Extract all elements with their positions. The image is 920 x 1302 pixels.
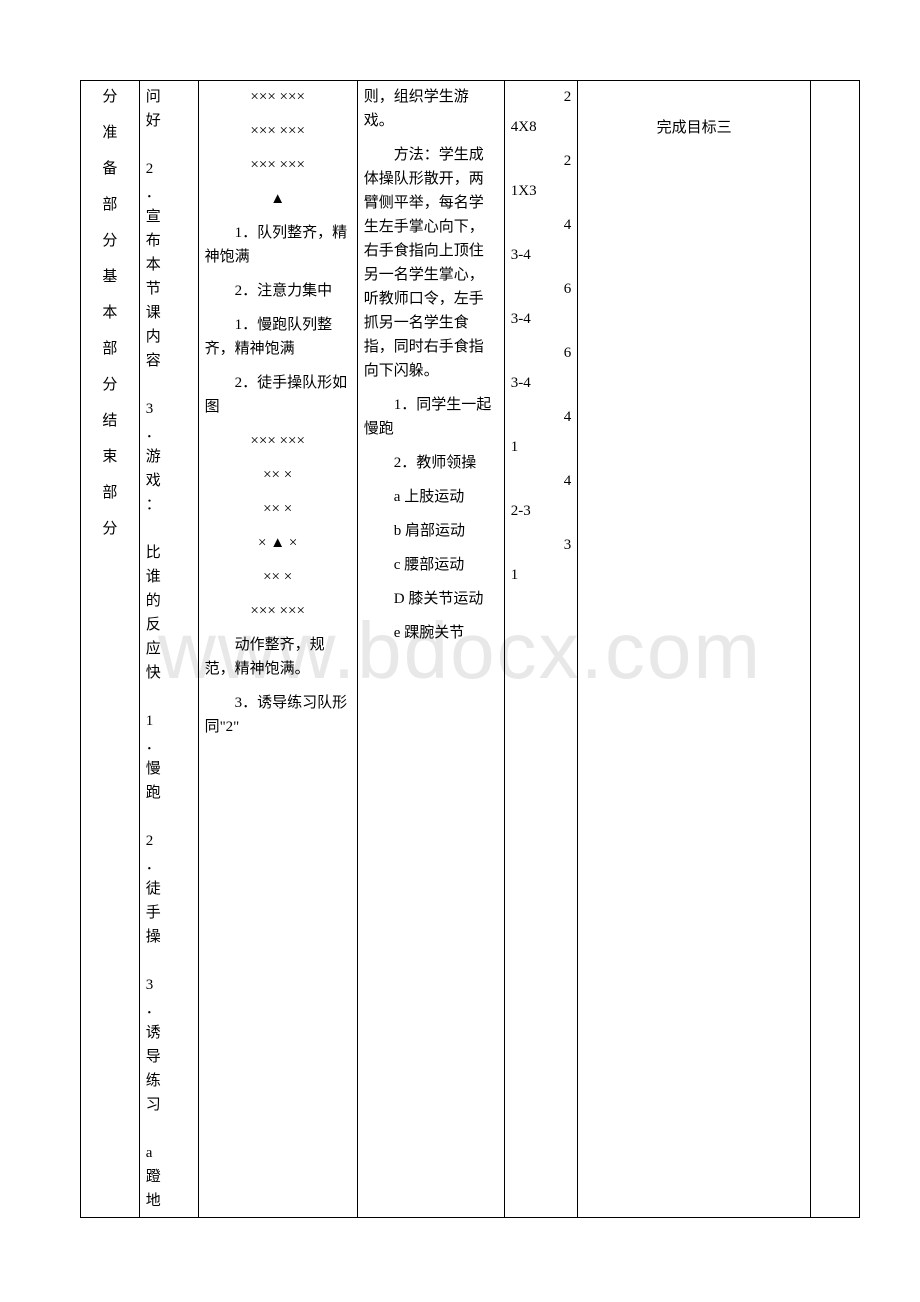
formation-row: ××× ××× xyxy=(205,599,351,623)
formation-row: ×× × xyxy=(205,497,351,521)
teacher-marker: ▲ xyxy=(205,187,351,211)
organization-column: ××× ××× ××× ××× ××× ××× ▲ 1．队列整齐，精神饱满 2．… xyxy=(198,81,357,1218)
requirement-item: 动作整齐，规范，精神饱满。 xyxy=(205,633,351,681)
lesson-plan-table: 分 准 备 部 分 基 本 部 分 结 束 部 分 问好 2．宣布本节课内容 3… xyxy=(80,80,860,1218)
method-text: 则，组织学生游戏。 xyxy=(364,85,498,133)
section-char: 本 xyxy=(87,301,133,325)
count-value: 1 xyxy=(511,563,571,587)
formation-row: ×× × xyxy=(205,565,351,589)
count-value: 2-3 xyxy=(511,499,571,523)
count-value: 3-4 xyxy=(511,307,571,331)
section-char: 部 xyxy=(87,193,133,217)
section-char: 基 xyxy=(87,265,133,289)
count-value: 2 xyxy=(511,149,571,173)
section-char: 分 xyxy=(87,373,133,397)
method-text: 方法：学生成体操队形散开，两臂侧平举，每名学生左手掌心向下，右手食指向上顶住另一… xyxy=(364,143,498,383)
count-value: 1 xyxy=(511,435,571,459)
exercise-item: c 腰部运动 xyxy=(364,553,498,577)
formation-row: × ▲ × xyxy=(205,531,351,555)
content-text: 问好 2．宣布本节课内容 3．游戏： 比谁的反应快 1．慢跑 2．徒手操 3．诱… xyxy=(146,85,192,1213)
count-value: 2 xyxy=(511,85,571,109)
count-value: 4 xyxy=(511,213,571,237)
method-column: 则，组织学生游戏。 方法：学生成体操队形散开，两臂侧平举，每名学生左手掌心向下，… xyxy=(357,81,504,1218)
requirement-item: 2．注意力集中 xyxy=(205,279,351,303)
section-char: 分 xyxy=(87,229,133,253)
requirement-item: 3．诱导练习队形同"2" xyxy=(205,691,351,739)
count-value: 3-4 xyxy=(511,243,571,267)
empty-column xyxy=(810,81,859,1218)
method-item: 1．同学生一起慢跑 xyxy=(364,393,498,441)
count-value: 6 xyxy=(511,277,571,301)
formation-row: ××× ××× xyxy=(205,119,351,143)
requirement-item: 2．徒手操队形如图 xyxy=(205,371,351,419)
exercise-item: D 膝关节运动 xyxy=(364,587,498,611)
count-value: 3 xyxy=(511,533,571,557)
count-value: 4 xyxy=(511,405,571,429)
count-value: 1X3 xyxy=(511,179,571,203)
count-value: 6 xyxy=(511,341,571,365)
formation-row: ××× ××× xyxy=(205,153,351,177)
formation-row: ×× × xyxy=(205,463,351,487)
exercise-item: a 上肢运动 xyxy=(364,485,498,509)
count-value: 4X8 xyxy=(511,115,571,139)
section-char: 分 xyxy=(87,85,133,109)
requirement-item: 1．慢跑队列整齐，精神饱满 xyxy=(205,313,351,361)
exercise-item: e 踝腕关节 xyxy=(364,621,498,645)
count-column: 2 4X8 2 1X3 4 3-4 6 3-4 6 3-4 4 1 4 2-3 … xyxy=(504,81,577,1218)
exercise-item: b 肩部运动 xyxy=(364,519,498,543)
section-char: 部 xyxy=(87,481,133,505)
goal-column: 完成目标三 xyxy=(578,81,811,1218)
section-char: 结 xyxy=(87,409,133,433)
formation-row: ××× ××× xyxy=(205,429,351,453)
section-char: 备 xyxy=(87,157,133,181)
method-item: 2．教师领操 xyxy=(364,451,498,475)
section-char: 部 xyxy=(87,337,133,361)
goal-text: 完成目标三 xyxy=(584,116,804,140)
section-char: 束 xyxy=(87,445,133,469)
formation-row: ××× ××× xyxy=(205,85,351,109)
count-value: 4 xyxy=(511,469,571,493)
section-char: 分 xyxy=(87,517,133,541)
content-column: 问好 2．宣布本节课内容 3．游戏： 比谁的反应快 1．慢跑 2．徒手操 3．诱… xyxy=(139,81,198,1218)
section-column: 分 准 备 部 分 基 本 部 分 结 束 部 分 xyxy=(81,81,140,1218)
count-value: 3-4 xyxy=(511,371,571,395)
requirement-item: 1．队列整齐，精神饱满 xyxy=(205,221,351,269)
section-char: 准 xyxy=(87,121,133,145)
